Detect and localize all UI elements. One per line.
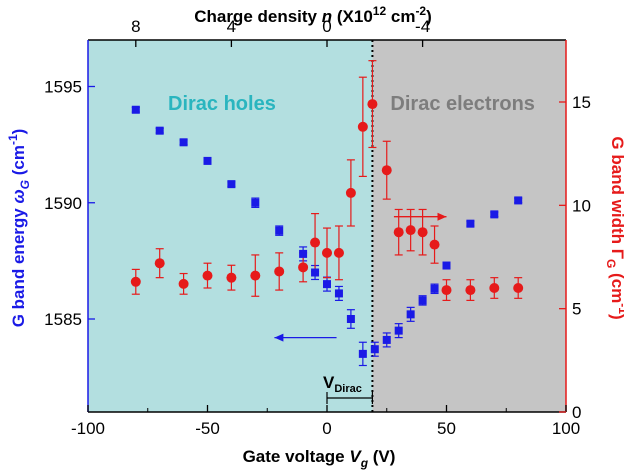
point-circle-13 [367, 99, 378, 110]
top-tick-label-1: 4 [227, 17, 236, 36]
point-square-16 [406, 310, 415, 319]
right-tick-label-3: 15 [572, 93, 591, 112]
point-square-18 [430, 284, 439, 293]
point-circle-2 [178, 278, 189, 289]
arrow-head-1 [437, 212, 447, 221]
point-square-5 [251, 198, 260, 207]
point-square-15 [394, 326, 403, 335]
point-circle-1 [154, 258, 165, 269]
point-square-11 [346, 315, 355, 323]
point-square-17 [418, 296, 427, 305]
bottom-tick-label-2: 0 [322, 419, 331, 438]
point-circle-21 [489, 283, 500, 293]
top-tick-label-2: 0 [322, 17, 331, 36]
point-square-1 [155, 126, 164, 135]
point-square-9 [323, 280, 331, 289]
point-square-14 [382, 335, 391, 344]
point-circle-7 [298, 262, 309, 273]
point-square-7 [299, 249, 308, 258]
region-electrons-label: Dirac electrons [390, 93, 535, 115]
point-circle-3 [202, 270, 213, 281]
axes [87, 39, 567, 413]
right-tick-label-0: 0 [572, 403, 581, 422]
top-tick-label-0: 8 [131, 17, 140, 36]
tick-labels: -100 -50 0 50 100 8 4 0 -4 1585 1590 1595 0 5 10 15 [44, 17, 591, 438]
bottom-tick-label-0: -100 [71, 419, 105, 438]
point-circle-20 [465, 285, 476, 296]
point-circle-14 [381, 165, 392, 176]
x-axis-title: Gate voltage Vg (V) [243, 447, 396, 470]
right-tick-label-2: 10 [572, 196, 591, 215]
point-square-13 [370, 345, 379, 354]
left-tick-label-0: 1585 [44, 310, 82, 329]
point-circle-17 [417, 227, 428, 238]
point-square-2 [179, 138, 188, 147]
dirac-label: VDirac [323, 373, 362, 395]
left-axis-title: G band energy ωG (cm-1) [6, 129, 32, 328]
point-circle-0 [130, 276, 141, 287]
point-circle-22 [513, 283, 524, 293]
point-circle-4 [226, 272, 237, 283]
bottom-tick-label-3: 50 [437, 419, 456, 438]
point-square-19 [442, 261, 451, 270]
point-square-4 [227, 180, 236, 189]
point-circle-19 [441, 285, 452, 296]
top-tick-label-3: -4 [415, 17, 430, 36]
arrow-head-0 [274, 333, 284, 342]
right-tick-label-1: 5 [572, 300, 581, 319]
point-circle-6 [274, 266, 285, 277]
bottom-tick-label-4: 100 [552, 419, 580, 438]
point-square-21 [490, 210, 499, 219]
point-circle-11 [345, 187, 356, 198]
point-square-6 [275, 226, 284, 235]
point-square-0 [131, 105, 140, 114]
point-circle-15 [393, 227, 404, 238]
point-square-20 [466, 219, 475, 228]
point-circle-9 [322, 247, 332, 258]
point-square-12 [358, 349, 367, 358]
bottom-tick-label-1: -50 [195, 419, 220, 438]
right-axis-title: G band width ΓG (cm-1) [604, 136, 624, 319]
region-holes-background [88, 40, 373, 412]
point-circle-8 [310, 237, 321, 248]
chart-text: Dirac holes Dirac electrons Gate voltage V… [6, 4, 624, 470]
point-circle-5 [250, 270, 261, 281]
series-arrows [274, 212, 447, 342]
point-circle-10 [333, 247, 344, 258]
point-square-10 [334, 289, 343, 298]
top-axis-title: Charge density n (X1012 cm-2) [194, 4, 432, 26]
region-holes-label: Dirac holes [168, 93, 276, 115]
data-markers [130, 99, 524, 358]
point-circle-12 [357, 121, 368, 132]
point-circle-18 [429, 239, 440, 250]
point-square-22 [514, 196, 523, 205]
point-circle-16 [405, 225, 416, 236]
left-tick-label-1: 1590 [44, 194, 82, 213]
point-square-3 [203, 156, 212, 165]
point-square-8 [311, 268, 320, 277]
left-tick-label-2: 1595 [44, 78, 82, 97]
